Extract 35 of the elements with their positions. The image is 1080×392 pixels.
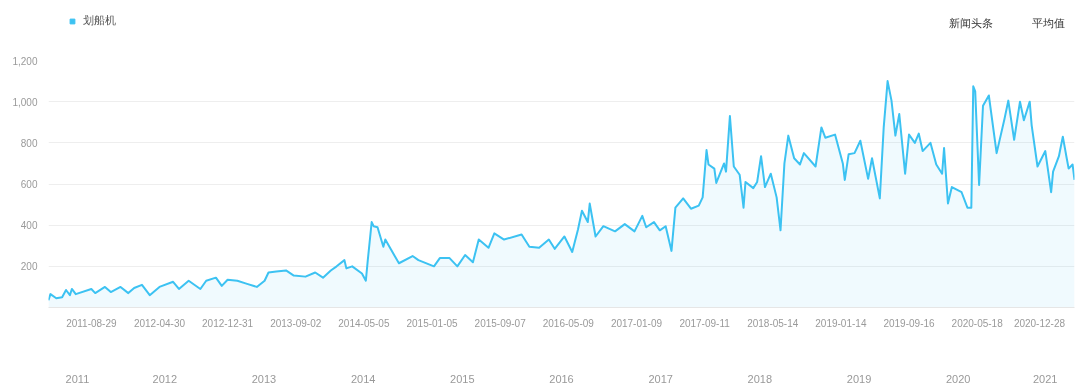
x-tick-label: 2020-12-28 [1013, 317, 1066, 329]
y-tick-label: 800 [20, 137, 38, 149]
text: 平均值 [1032, 16, 1065, 29]
x-tick-label: 2011-08-29 [66, 317, 117, 329]
x-tick-label: 2019-09-16 [883, 317, 936, 329]
text: 2019 [846, 372, 872, 385]
text: 2016 [549, 372, 574, 385]
y-tick-label: 200 [20, 261, 38, 273]
y-tick-label: 1,000 [12, 96, 38, 108]
x-tick-label: 2017-01-09 [610, 317, 663, 329]
x-tick-label: 2015-09-07 [474, 317, 527, 329]
x-tick-label: 2020-05-18 [951, 317, 1004, 329]
text: 2018 [747, 372, 773, 385]
y-tick-label: 1,200 [12, 55, 38, 67]
y-tick-label: 400 [20, 220, 38, 232]
text: 2013 [251, 372, 277, 385]
text: 2014 [350, 372, 376, 385]
x-tick-label: 2012-04-30 [133, 317, 186, 329]
text: 2011 [65, 372, 90, 385]
text: 2017 [648, 372, 673, 385]
x-tick-label: 2013-09-02 [270, 317, 322, 329]
text: 2015 [450, 372, 475, 385]
y-tick-label: 600 [20, 179, 38, 190]
x-tick-label: 2019-01-14 [815, 317, 867, 329]
text: 新闻头条 [948, 16, 993, 29]
x-tick-label: 2016-05-09 [542, 317, 595, 329]
text: 2020 [945, 372, 971, 385]
legend-label: 划船机 [83, 13, 116, 28]
x-tick-label: 2015-01-05 [406, 317, 459, 329]
text: 2012 [152, 372, 178, 385]
x-tick-label: 2012-12-31 [202, 317, 254, 329]
x-tick-label: 2014-05-05 [338, 317, 390, 329]
x-tick-label: 2017-09-11 [679, 317, 731, 329]
x-tick-label: 2018-05-14 [747, 317, 799, 329]
text: 2021 [1032, 372, 1058, 385]
